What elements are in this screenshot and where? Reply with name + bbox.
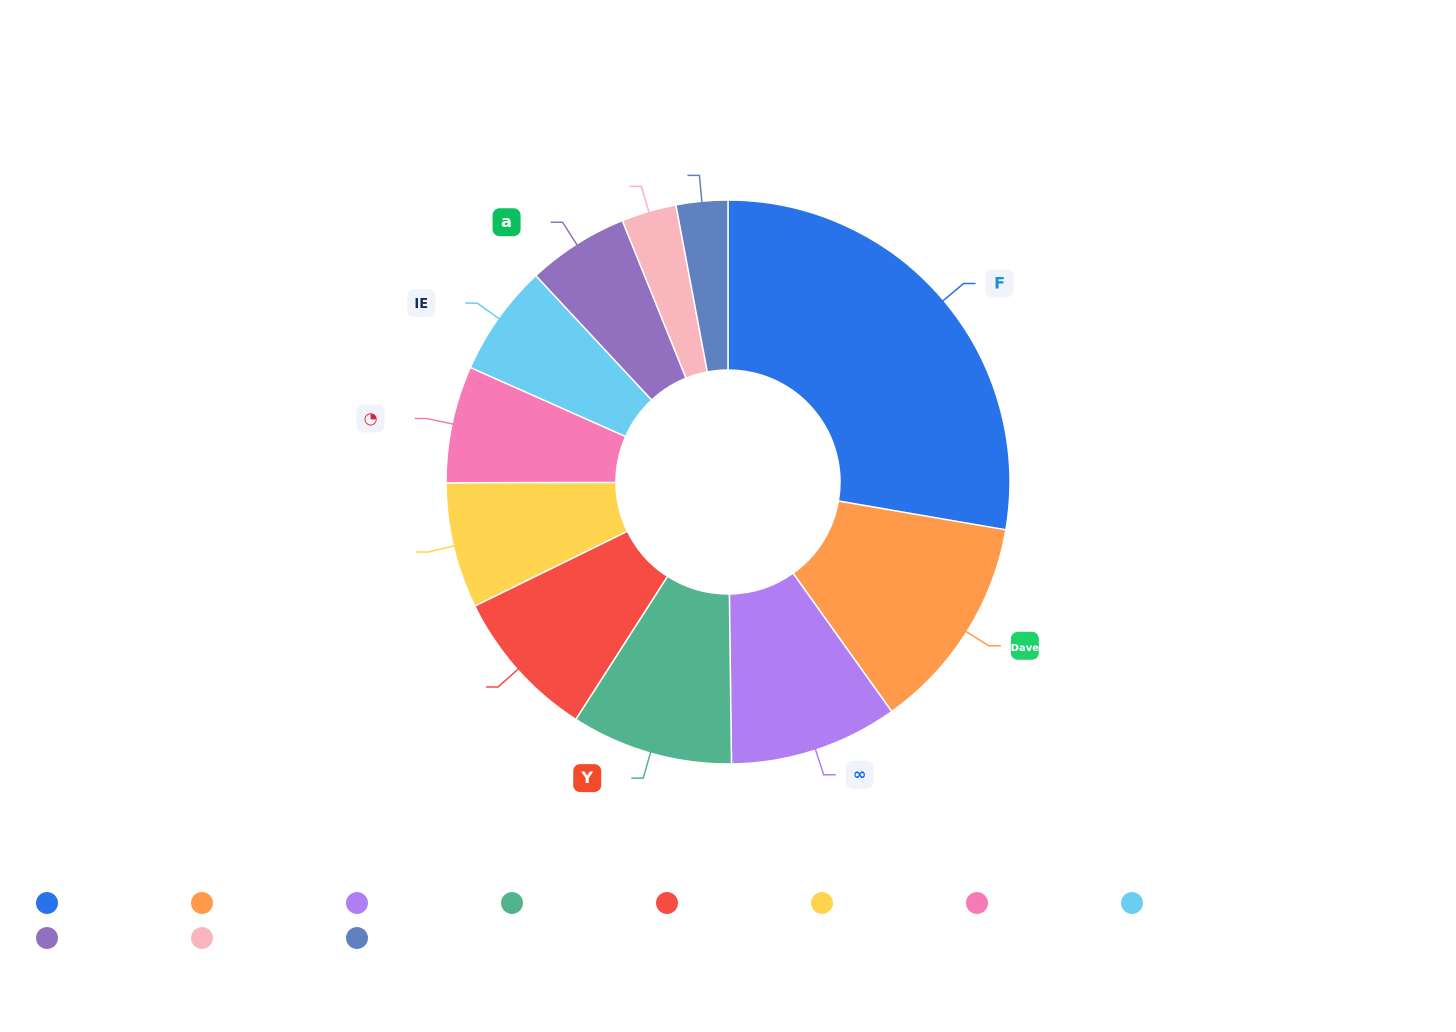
chart-slice-icons: F Dave ∞ Y ◔ IE a — [356, 208, 1040, 793]
dave-logo-icon: Dave — [1011, 631, 1040, 660]
svg-text:◔: ◔ — [364, 409, 378, 428]
ie-logo-icon: IE — [407, 289, 436, 318]
leader-line-10 — [629, 185, 650, 214]
legend-item-2[interactable] — [191, 891, 346, 914]
svg-text:IE: IE — [414, 297, 428, 312]
legend-item-5[interactable] — [656, 891, 811, 914]
legend-swatch — [1121, 891, 1143, 914]
chart-legend — [36, 885, 1416, 955]
leader-line-2 — [964, 630, 1001, 647]
leader-line-3 — [814, 747, 836, 776]
legend-swatch — [191, 891, 213, 914]
legend-swatch — [966, 891, 988, 914]
leader-line-5 — [486, 667, 520, 688]
green-square-logo-icon: a — [492, 208, 521, 237]
legend-row — [36, 885, 1416, 920]
legend-swatch — [36, 891, 58, 914]
legend-swatch — [191, 926, 213, 949]
leader-line-6 — [416, 544, 456, 553]
legend-swatch — [811, 891, 833, 914]
pie-slice-1[interactable] — [727, 199, 1011, 531]
legend-item-11[interactable] — [346, 926, 501, 949]
legend-item-8[interactable] — [1121, 891, 1276, 914]
pie-slice-2[interactable] — [791, 500, 1007, 713]
leader-line-1 — [941, 282, 976, 303]
leader-line-9 — [550, 221, 579, 247]
legend-item-9[interactable] — [36, 926, 191, 949]
legend-swatch — [656, 891, 678, 914]
pie-slice-11[interactable] — [675, 199, 729, 373]
pie-slice-3[interactable] — [728, 572, 893, 765]
legend-item-10[interactable] — [191, 926, 346, 949]
donut-chart: F Dave ∞ Y ◔ IE a — [356, 174, 1040, 793]
ycombinator-logo-icon: Y — [573, 764, 602, 793]
legend-swatch — [346, 891, 368, 914]
legend-swatch — [346, 926, 368, 949]
legend-item-6[interactable] — [811, 891, 966, 914]
leader-line-11 — [687, 174, 703, 204]
svg-text:∞: ∞ — [853, 765, 866, 784]
legend-swatch — [501, 891, 523, 914]
leader-line-4 — [631, 750, 652, 779]
legend-item-3[interactable] — [346, 891, 501, 914]
legend-row — [36, 920, 1416, 955]
swirl-logo-icon: ◔ — [356, 404, 385, 433]
meta-logo-icon: ∞ — [845, 760, 874, 789]
legend-item-4[interactable] — [501, 891, 656, 914]
svg-text:Dave: Dave — [1011, 643, 1040, 654]
legend-swatch — [36, 926, 58, 949]
svg-text:Y: Y — [580, 768, 593, 787]
chart-leader-lines — [414, 174, 1001, 779]
legend-item-7[interactable] — [966, 891, 1121, 914]
svg-text:a: a — [501, 212, 512, 231]
fluid-f-logo-icon: F — [985, 269, 1014, 298]
chart-slices — [445, 199, 1011, 765]
leader-line-7 — [414, 417, 455, 426]
leader-line-8 — [465, 302, 501, 321]
svg-text:F: F — [994, 274, 1005, 293]
legend-item-1[interactable] — [36, 891, 191, 914]
